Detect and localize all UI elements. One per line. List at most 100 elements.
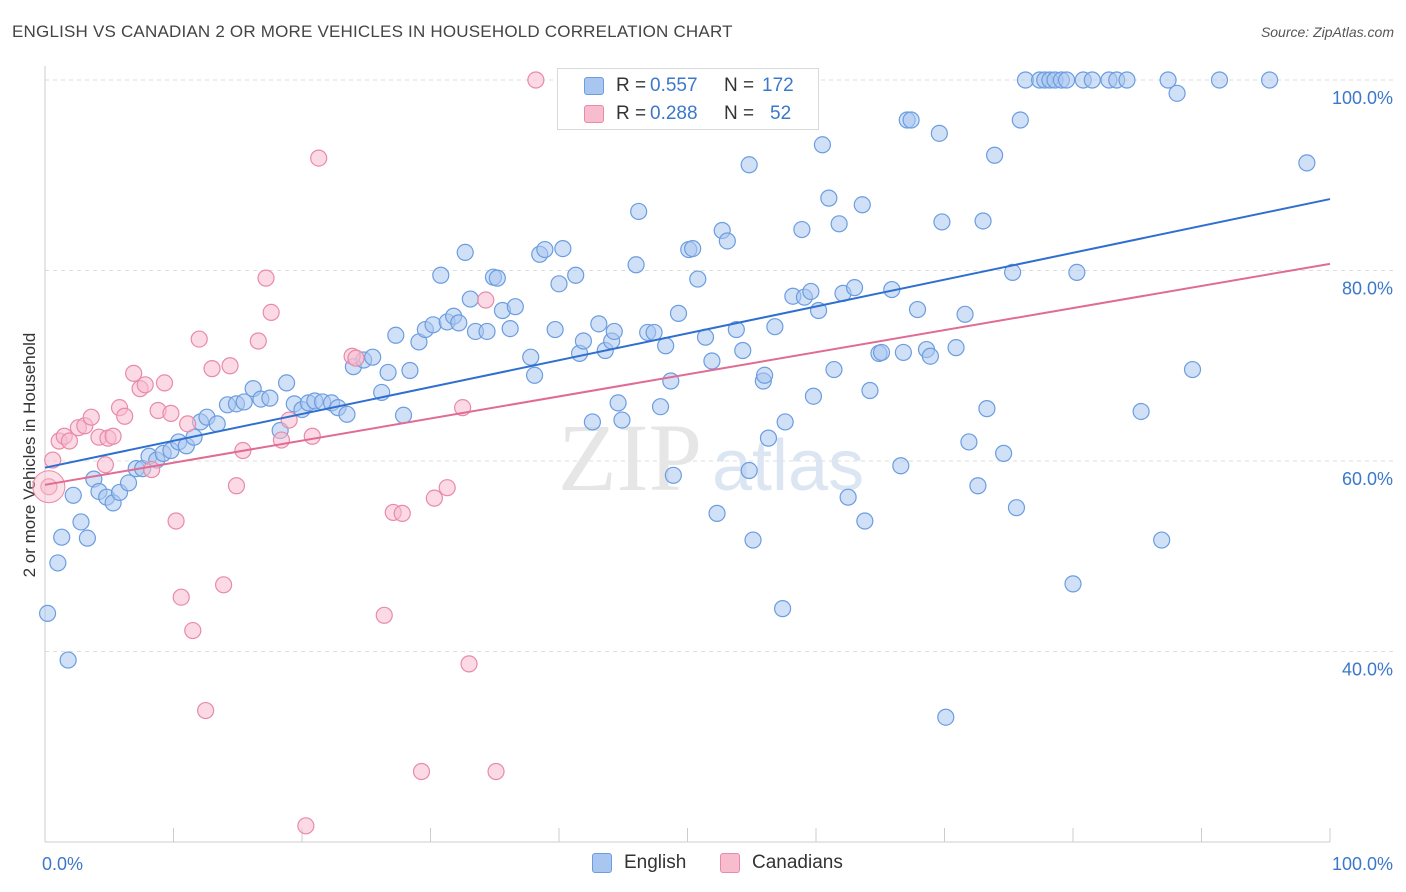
point-english	[277, 374, 296, 392]
point-english	[424, 316, 442, 334]
point-english	[766, 318, 784, 336]
point-canadians	[375, 606, 393, 624]
point-canadians	[215, 576, 233, 594]
legend-swatch-english	[592, 853, 612, 873]
point-english	[1168, 84, 1186, 102]
point-english	[708, 504, 726, 522]
point-canadians-large	[32, 470, 66, 504]
point-canadians	[477, 291, 495, 309]
point-canadians	[347, 349, 365, 367]
point-english	[845, 279, 864, 297]
y-tick-label: 100.0%	[1332, 88, 1393, 108]
legend-r-value: 0.288	[650, 103, 698, 124]
point-english	[669, 304, 688, 322]
point-english	[1118, 71, 1136, 89]
point-english	[583, 413, 602, 431]
point-canadians	[44, 451, 62, 469]
point-canadians	[297, 817, 315, 835]
series-canadians	[32, 71, 545, 835]
point-english	[1007, 499, 1026, 517]
point-english	[605, 322, 623, 341]
point-english	[853, 196, 871, 214]
point-english	[813, 136, 832, 154]
point-canadians	[60, 432, 79, 450]
point-canadians	[197, 701, 215, 720]
series-legend: English Canadians	[0, 852, 1406, 878]
y-tick-label: 80.0%	[1342, 279, 1393, 299]
legend-row-english: R = 0.557 N = 172	[558, 73, 818, 101]
point-english	[804, 387, 823, 405]
axes	[44, 66, 1331, 843]
point-english	[684, 239, 702, 258]
legend-label-canadians: Canadians	[752, 852, 843, 873]
point-english	[1083, 71, 1101, 89]
point-english	[759, 429, 778, 447]
point-english	[645, 323, 663, 342]
point-english	[651, 398, 670, 416]
point-english	[1261, 71, 1279, 89]
point-english	[894, 343, 912, 362]
legend-row-canadians: R = 0.288 N = 52	[558, 101, 818, 129]
point-english	[525, 366, 544, 384]
point-canadians	[227, 477, 246, 495]
point-canadians	[221, 357, 239, 375]
point-english	[933, 213, 951, 231]
point-english	[744, 531, 762, 549]
point-english	[554, 239, 572, 258]
point-english	[119, 474, 138, 492]
point-english	[902, 111, 920, 129]
point-english	[657, 337, 675, 355]
point-canadians	[249, 332, 267, 350]
legend-r-label: R =	[616, 75, 647, 96]
point-english	[613, 411, 631, 429]
point-english	[478, 322, 496, 341]
point-english	[1011, 111, 1029, 129]
point-english	[740, 156, 758, 174]
point-english	[235, 393, 253, 411]
point-english	[755, 366, 774, 384]
point-canadians	[125, 364, 143, 382]
point-english	[773, 600, 792, 618]
point-english	[1298, 154, 1316, 172]
legend-label-english: English	[624, 852, 687, 873]
trendline-english	[44, 198, 1331, 469]
point-canadians	[303, 427, 321, 445]
point-english	[689, 270, 707, 288]
source-credit: Source: ZipAtlas.com	[1260, 24, 1394, 40]
point-english	[986, 146, 1004, 164]
point-english	[727, 320, 745, 339]
chart-title: ENGLISH VS CANADIAN 2 OR MORE VEHICLES I…	[12, 22, 733, 41]
point-english	[401, 361, 419, 380]
point-english	[978, 400, 996, 418]
point-english	[574, 332, 593, 350]
point-english	[960, 433, 978, 451]
point-english	[338, 405, 356, 423]
point-english	[1068, 263, 1086, 282]
point-english	[1153, 531, 1171, 549]
point-english	[38, 604, 57, 623]
point-english	[64, 486, 82, 504]
point-english	[974, 212, 992, 230]
legend-swatch-canadians	[720, 853, 740, 873]
point-english	[995, 444, 1013, 462]
point-english	[825, 360, 843, 379]
point-english	[718, 232, 736, 250]
point-english	[930, 124, 948, 142]
point-english	[956, 305, 974, 323]
point-english	[461, 290, 479, 308]
point-english	[387, 326, 405, 344]
point-canadians	[438, 479, 456, 497]
point-english	[536, 240, 554, 259]
point-canadians	[393, 504, 411, 522]
point-english	[522, 348, 540, 366]
point-english	[261, 389, 279, 407]
stats-legend: R = 0.557 N = 172 R = 0.288 N = 52	[557, 68, 819, 130]
point-canadians	[179, 415, 197, 433]
point-canadians	[310, 149, 328, 167]
point-english	[72, 513, 90, 531]
point-english	[456, 243, 474, 262]
point-english	[488, 269, 506, 287]
point-canadians	[460, 655, 478, 673]
watermark-atlas: atlas	[712, 426, 864, 506]
